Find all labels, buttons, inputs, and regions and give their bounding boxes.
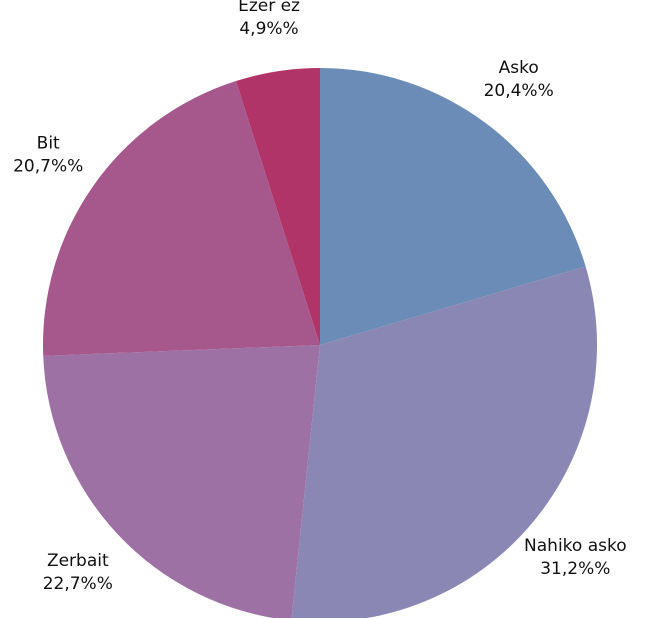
pie-slice [320,68,586,345]
slice-label: Nahiko asko [524,536,627,556]
slice-label: Zerbait [47,551,109,571]
pie-slice [235,68,320,345]
pie-slice [291,266,597,618]
slice-value-label: 4,9%% [239,19,298,39]
slice-label: Asko [499,58,539,78]
pie-slice [43,345,320,618]
slice-value-label: 20,4%% [484,81,554,101]
slice-value-label: 31,2%% [540,559,610,579]
slice-label: Ezer ez [238,0,300,16]
pie-slice [43,81,320,356]
slice-label: Bit [37,133,60,153]
slice-value-label: 22,7%% [43,574,113,594]
slice-value-label: 20,7%% [13,156,83,176]
